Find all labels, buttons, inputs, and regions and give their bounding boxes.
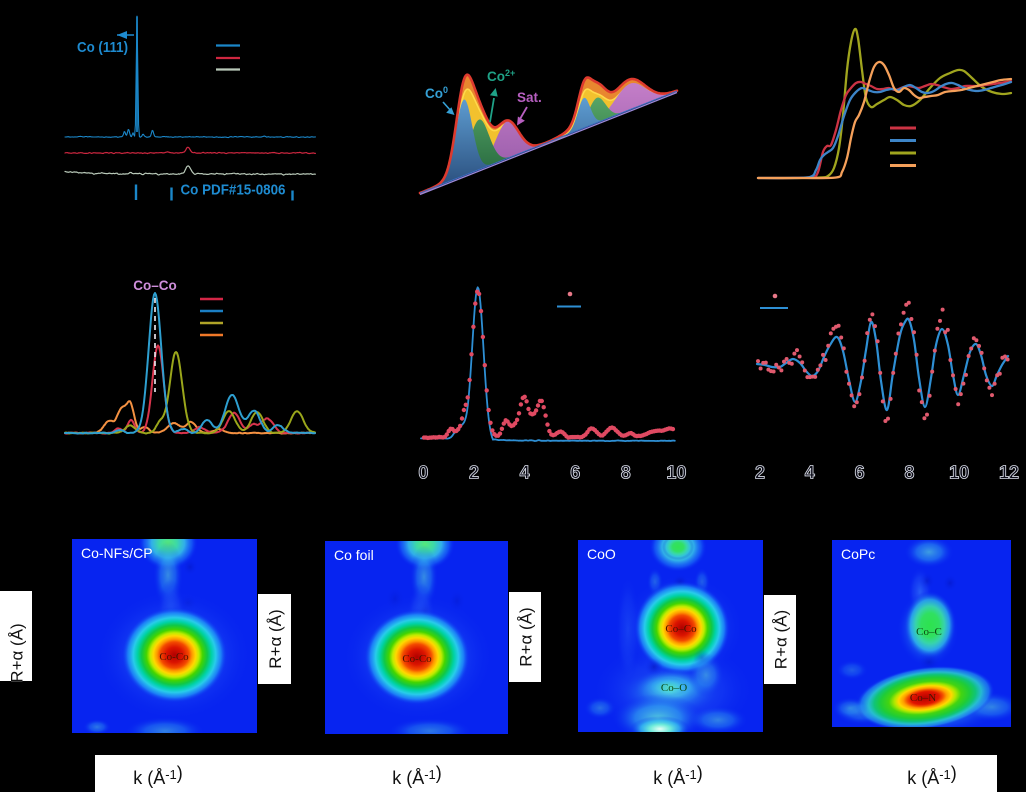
svg-text:2: 2 [755, 463, 765, 483]
svg-text:12: 12 [999, 463, 1019, 483]
svg-text:4: 4 [520, 463, 530, 483]
svg-text:R+α (Å): R+α (Å) [7, 623, 26, 682]
svg-text:R+α (Å): R+α (Å) [7, 623, 26, 682]
svg-text:Co–C: Co–C [916, 626, 942, 638]
svg-text:Co–O: Co–O [661, 682, 687, 694]
svg-text:6: 6 [855, 463, 865, 483]
svg-text:10: 10 [949, 463, 969, 483]
svg-text:Co-Co: Co-Co [402, 653, 432, 665]
svg-text:2: 2 [469, 463, 479, 483]
svg-text:Co–Co: Co–Co [133, 278, 177, 293]
svg-text:Co0: Co0 [425, 85, 448, 101]
svg-text:Co foil: Co foil [334, 547, 374, 563]
svg-text:Co-Co: Co-Co [159, 651, 189, 663]
svg-text:0: 0 [418, 463, 428, 483]
svg-text:10: 10 [666, 463, 686, 483]
svg-text:Co–Co: Co–Co [665, 623, 697, 635]
svg-text:4: 4 [805, 463, 815, 483]
svg-text:8: 8 [621, 463, 631, 483]
svg-text:R+α (Å): R+α (Å) [266, 609, 285, 668]
svg-text:8: 8 [904, 463, 914, 483]
svg-text:Co (111): Co (111) [77, 40, 128, 56]
svg-text:R+α (Å): R+α (Å) [516, 607, 535, 666]
svg-text:R+α (Å): R+α (Å) [771, 610, 790, 669]
svg-text:6: 6 [570, 463, 580, 483]
svg-text:Sat.: Sat. [517, 90, 542, 105]
svg-text:CoO: CoO [587, 546, 616, 562]
svg-text:CoPc: CoPc [841, 546, 875, 562]
svg-text:Co-NFs/CP: Co-NFs/CP [81, 545, 153, 561]
svg-text:Co PDF#15-0806: Co PDF#15-0806 [181, 182, 286, 199]
svg-text:Co–N: Co–N [910, 692, 936, 704]
